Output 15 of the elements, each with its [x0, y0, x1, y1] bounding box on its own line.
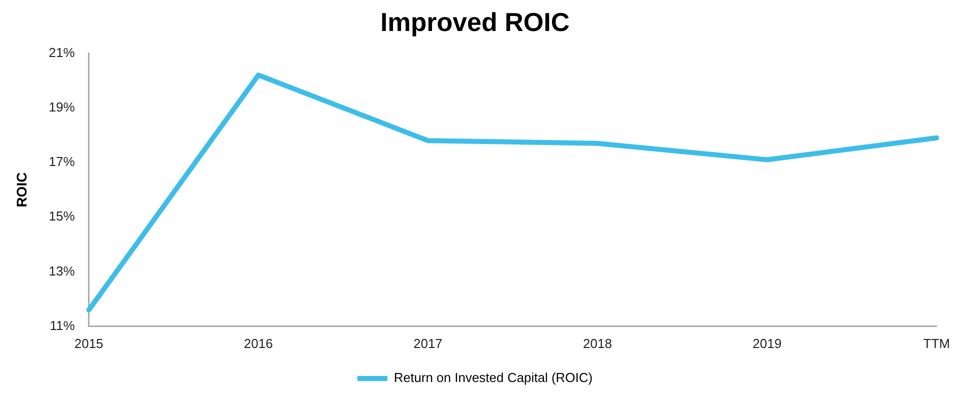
y-tick-label: 17%: [48, 154, 76, 170]
y-tick-label: 13%: [48, 263, 76, 278]
chart-title: Improved ROIC: [380, 6, 570, 37]
y-tick-label: 19%: [48, 99, 76, 114]
y-tick-label: 11%: [50, 318, 76, 333]
x-tick-label: 2016: [244, 336, 273, 351]
x-tick-label: TTM: [923, 336, 950, 351]
legend-label: Return on Invested Capital (ROIC): [394, 370, 593, 386]
y-axis-title: ROIC: [13, 172, 30, 208]
x-tick-label: 2017: [413, 336, 442, 351]
x-tick-label: 2019: [752, 336, 782, 351]
y-tick-label: 15%: [48, 208, 76, 224]
y-tick-label: 21%: [48, 44, 76, 60]
x-tick-label: 2018: [583, 336, 612, 351]
x-tick-label: 2015: [74, 336, 104, 351]
